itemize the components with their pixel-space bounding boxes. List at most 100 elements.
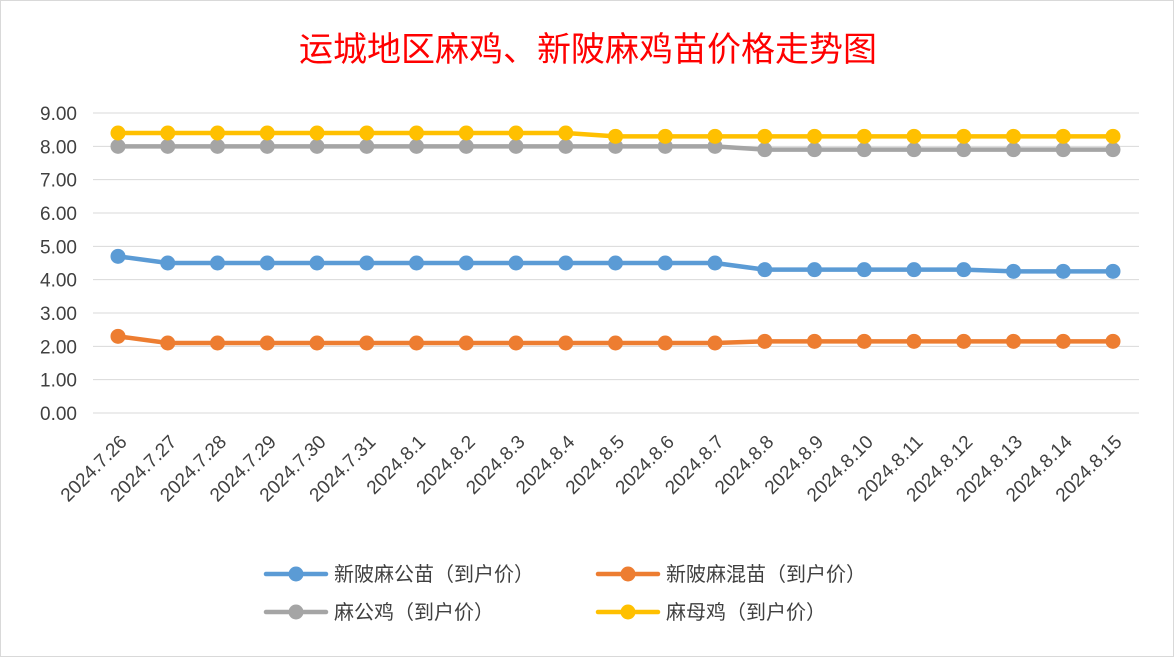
data-point bbox=[856, 333, 872, 349]
legend-label: 麻母鸡（到户价） bbox=[666, 600, 826, 624]
series-0 bbox=[110, 248, 1121, 279]
data-point bbox=[458, 255, 474, 271]
data-point bbox=[259, 138, 275, 154]
y-tick-label: 4.00 bbox=[40, 271, 77, 292]
data-point bbox=[210, 125, 225, 141]
data-point bbox=[757, 128, 773, 144]
data-point bbox=[508, 138, 524, 154]
data-point bbox=[458, 138, 474, 154]
data-point bbox=[409, 125, 424, 141]
legend-swatch-marker bbox=[288, 566, 304, 582]
y-tick-label: 2.00 bbox=[40, 337, 77, 358]
data-point bbox=[259, 125, 275, 141]
y-tick-label: 1.00 bbox=[40, 371, 77, 392]
data-point bbox=[210, 138, 225, 154]
data-point bbox=[558, 255, 574, 271]
data-point bbox=[657, 128, 673, 144]
data-point bbox=[160, 255, 176, 271]
data-point bbox=[309, 138, 325, 154]
data-point bbox=[608, 128, 623, 144]
data-point bbox=[1055, 128, 1071, 144]
data-point bbox=[956, 262, 972, 278]
data-point bbox=[259, 335, 275, 351]
data-point bbox=[259, 255, 275, 271]
data-point bbox=[160, 138, 176, 154]
data-point bbox=[1055, 333, 1071, 349]
y-tick-label: 7.00 bbox=[40, 171, 77, 192]
data-point bbox=[1105, 333, 1121, 349]
legend-item: 新陂麻公苗（到户价） bbox=[263, 562, 534, 586]
legend-swatch-marker bbox=[620, 604, 636, 620]
data-point bbox=[359, 255, 375, 271]
legend-item: 麻公鸡（到户价） bbox=[263, 600, 494, 624]
data-point bbox=[309, 335, 325, 351]
data-point bbox=[1105, 128, 1121, 144]
data-point bbox=[309, 125, 325, 141]
data-point bbox=[757, 333, 773, 349]
data-point bbox=[956, 142, 972, 158]
data-point bbox=[608, 255, 623, 271]
data-point bbox=[458, 125, 474, 141]
data-point bbox=[558, 125, 574, 141]
data-point bbox=[807, 142, 822, 158]
data-point bbox=[558, 138, 574, 154]
data-point bbox=[210, 335, 225, 351]
legend-label: 麻公鸡（到户价） bbox=[334, 600, 494, 624]
legend-swatch-marker bbox=[288, 604, 304, 620]
data-point bbox=[1105, 142, 1121, 158]
data-point bbox=[359, 138, 375, 154]
data-point bbox=[807, 128, 822, 144]
data-point bbox=[856, 262, 872, 278]
data-point bbox=[906, 333, 922, 349]
legend: 新陂麻公苗（到户价） 新陂麻混苗（到户价） 麻公鸡（到户价） 麻母鸡（到户价） bbox=[263, 562, 866, 624]
legend-label: 新陂麻混苗（到户价） bbox=[666, 562, 866, 586]
y-tick-label: 6.00 bbox=[40, 204, 77, 225]
data-point bbox=[1006, 142, 1021, 158]
data-point bbox=[657, 335, 673, 351]
data-point bbox=[1055, 142, 1071, 158]
data-point bbox=[409, 255, 424, 271]
data-point bbox=[956, 128, 972, 144]
y-axis-ticks: 0.00 1.00 2.00 3.00 4.00 5.00 6.00 7.00 8.00 9.00 bbox=[40, 104, 77, 425]
data-point bbox=[707, 128, 723, 144]
data-point bbox=[458, 335, 474, 351]
data-point bbox=[359, 125, 375, 141]
data-point bbox=[1006, 128, 1021, 144]
legend-swatch-marker bbox=[620, 566, 636, 582]
data-point bbox=[110, 138, 126, 154]
data-point bbox=[1006, 333, 1021, 349]
data-point bbox=[1105, 263, 1121, 279]
data-point bbox=[807, 262, 822, 278]
data-point bbox=[508, 255, 524, 271]
data-point bbox=[409, 335, 424, 351]
data-point bbox=[906, 142, 922, 158]
data-point bbox=[1006, 263, 1021, 279]
data-point bbox=[558, 335, 574, 351]
data-point bbox=[1055, 263, 1071, 279]
chart-title: 运城地区麻鸡、新陂麻鸡苗价格走势图 bbox=[299, 30, 877, 70]
series-3 bbox=[110, 125, 1121, 144]
data-point bbox=[657, 255, 673, 271]
data-point bbox=[856, 142, 872, 158]
data-point bbox=[210, 255, 225, 271]
y-tick-label: 3.00 bbox=[40, 304, 77, 325]
data-point bbox=[906, 128, 922, 144]
data-point bbox=[160, 125, 176, 141]
data-point bbox=[359, 335, 375, 351]
data-point bbox=[707, 335, 723, 351]
data-point bbox=[856, 128, 872, 144]
series-1 bbox=[110, 328, 1121, 351]
legend-label: 新陂麻公苗（到户价） bbox=[334, 562, 534, 586]
y-tick-label: 9.00 bbox=[40, 104, 77, 125]
data-point bbox=[608, 335, 623, 351]
data-point bbox=[309, 255, 325, 271]
data-point bbox=[508, 335, 524, 351]
data-point bbox=[707, 255, 723, 271]
data-point bbox=[508, 125, 524, 141]
y-tick-label: 8.00 bbox=[40, 137, 77, 158]
x-axis-ticks: 2024.7.262024.7.272024.7.282024.7.292024… bbox=[57, 431, 1127, 506]
legend-item: 新陂麻混苗（到户价） bbox=[595, 562, 866, 586]
series-lines bbox=[110, 125, 1121, 351]
